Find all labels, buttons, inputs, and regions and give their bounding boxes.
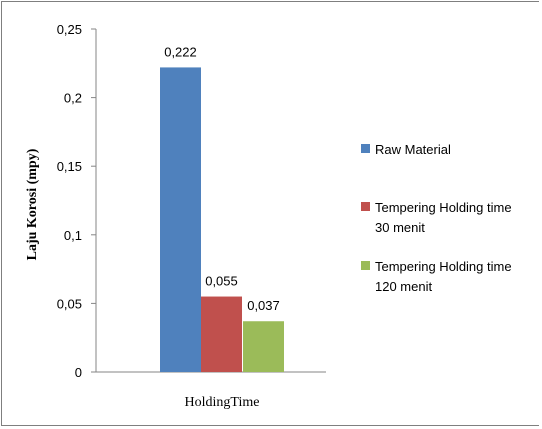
legend-label-3-line-1: Tempering Holding time [375,259,512,274]
legend-swatch-2 [361,202,370,211]
y-axis-title: Laju Korosi (mpy) [25,148,40,260]
x-category-label: HoldingTime [185,395,260,410]
y-tick-label: 0,15 [57,159,82,174]
y-tick-label: 0,25 [57,22,82,37]
bar-2 [201,296,242,372]
legend: Raw Material Tempering Holding time 30 men… [361,142,512,294]
data-label-3: 0,037 [247,298,280,313]
bar-1 [160,67,201,372]
y-tick-label: 0,1 [64,228,82,243]
bar-3 [243,321,284,372]
legend-swatch-3 [361,261,370,270]
data-labels: 0,222 0,055 0,037 [164,44,280,313]
y-tick-label: 0,2 [64,91,82,106]
legend-label-2-line-2: 30 menit [375,220,425,235]
legend-label-2-line-1: Tempering Holding time [375,200,512,215]
bars [160,67,284,372]
data-label-2: 0,055 [205,274,238,289]
legend-swatch-1 [361,144,370,153]
y-tick-label: 0,05 [57,296,82,311]
data-label-1: 0,222 [164,44,197,59]
y-tick-label: 0 [75,365,82,380]
legend-label-3-line-2: 120 menit [375,279,432,294]
y-axis-title-group: Laju Korosi (mpy) [25,148,40,260]
legend-label-1-line-1: Raw Material [375,142,451,157]
y-axis-ticks: 0 0,05 0,1 0,15 0,2 0,25 [57,22,96,380]
